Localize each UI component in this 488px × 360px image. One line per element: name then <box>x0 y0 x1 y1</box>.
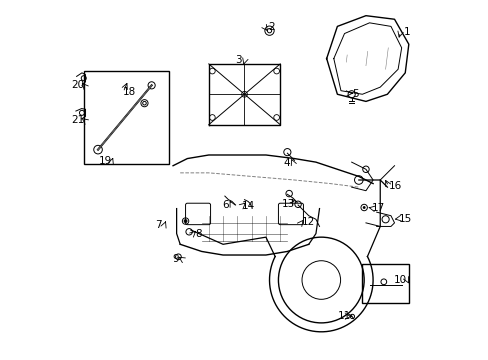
Circle shape <box>362 206 365 209</box>
Text: 19: 19 <box>99 157 112 166</box>
Circle shape <box>209 68 215 74</box>
Text: 17: 17 <box>371 203 384 213</box>
Text: 8: 8 <box>195 229 202 239</box>
Text: 2: 2 <box>267 22 274 32</box>
Text: 5: 5 <box>352 89 359 99</box>
Text: 12: 12 <box>301 217 314 227</box>
Circle shape <box>273 68 279 74</box>
Circle shape <box>184 220 186 222</box>
Text: 14: 14 <box>242 201 255 211</box>
Text: 20: 20 <box>71 80 84 90</box>
Circle shape <box>241 91 247 97</box>
Text: 7: 7 <box>154 220 161 230</box>
Text: 11: 11 <box>337 311 350 321</box>
Text: 16: 16 <box>388 181 401 192</box>
Text: 6: 6 <box>222 200 228 210</box>
Circle shape <box>273 114 279 120</box>
Text: 10: 10 <box>393 275 407 285</box>
Text: 3: 3 <box>235 55 241 65</box>
Text: 15: 15 <box>398 213 411 224</box>
Text: 21: 21 <box>71 115 84 125</box>
Text: 1: 1 <box>403 27 409 37</box>
Circle shape <box>209 114 215 120</box>
Text: 4: 4 <box>283 158 289 168</box>
Bar <box>362 264 408 303</box>
Text: 13: 13 <box>282 199 295 209</box>
Text: 9: 9 <box>172 254 179 264</box>
Text: 18: 18 <box>122 87 136 98</box>
Bar <box>83 71 169 164</box>
